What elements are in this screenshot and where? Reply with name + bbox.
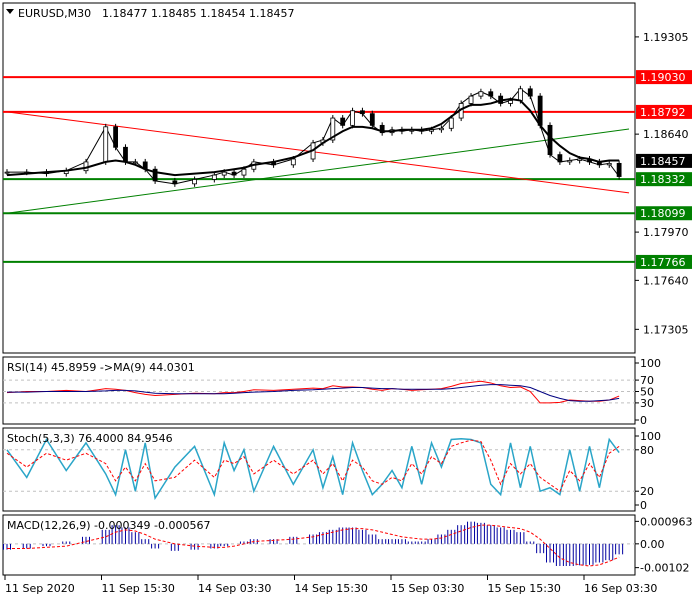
trendline-1 [6,111,630,194]
level-tag-label-4: 1.17766 [640,256,686,269]
rsi-line [6,380,620,404]
levels-layer: 1.19030 1.18792 1.18332 1.18099 1.17766 [3,70,692,269]
candle-body [547,124,553,156]
symbol-dropdown-icon[interactable] [6,9,14,14]
rsi-title: RSI(14) 45.8959 ->MA(9) 44.0301 [7,361,195,374]
candle-body [103,126,109,163]
rsi-ma-line [7,384,620,402]
level-tag-0 [636,70,692,85]
indicator-y-tick-label: 70 [640,374,654,387]
level-tag-label-0: 1.19030 [640,71,686,84]
macd-panel-frame [2,514,636,576]
rsi-layer [3,379,635,404]
candle-body [113,126,119,148]
candle-body [360,110,365,115]
time-x-tick-label: 14 Sep 15:30 [295,582,368,595]
candle-body [369,113,375,126]
level-tag-2 [636,172,692,187]
time-x-tick-label: 14 Sep 03:30 [198,582,271,595]
level-tag-3 [636,206,692,221]
candle-body [557,154,563,163]
axis-layer: 1.19305 1.18640 1.17970 1.17640 1.17305 11 Se… [4,31,693,595]
level-tag-label-3: 1.18099 [640,207,686,220]
time-x-tick-label: 15 Sep 15:30 [488,582,561,595]
candle-body [231,171,237,176]
candle-body [616,162,622,177]
indicator-y-tick-label: 0 [640,414,647,427]
candle-body [577,158,583,161]
candle-body [439,127,444,131]
level-tag-1 [636,104,692,119]
candle-body [429,129,434,132]
stoch-signal-line [6,439,620,492]
price-close-line [7,88,620,185]
level-tag-label-2: 1.18332 [640,173,686,186]
price-layer: 1.18457 [4,85,692,187]
indicator-y-tick-label: 100 [640,357,661,370]
price-y-tick-label: 1.18640 [643,128,689,141]
indicator-y-tick-label: 50 [640,386,654,399]
candle-body [4,171,10,174]
candle-body [567,160,573,163]
price-panel-frame [2,2,636,354]
price-y-tick-label: 1.17640 [643,274,689,287]
indicator-y-tick-label: 20 [640,485,654,498]
stoch-panel-frame [2,427,636,512]
candle-body [192,179,197,185]
macd-y-tick-label: 0.00 [640,538,665,551]
macd-title: MACD(12,26,9) -0.000349 -0.000567 [7,519,210,532]
price-y-tick-label: 1.19305 [643,31,689,44]
candle-body [478,91,484,97]
macd-layer [3,521,635,567]
level-tag-label-1: 1.18792 [640,106,686,119]
current-price-label: 1.18457 [640,155,686,168]
price-y-tick-label: 1.17970 [643,226,689,239]
candle-body [83,161,89,172]
stoch-title: Stoch(5,3,3) 76.4000 84.9546 [7,432,173,445]
candle-body [517,88,523,101]
symbol-label: EURUSD,M30 [18,7,91,20]
candle-body [488,91,494,97]
candle-body [508,100,513,104]
indicator-y-tick-label: 0 [640,499,647,512]
indicator-y-tick-label: 80 [640,444,654,457]
stoch-main-line [6,437,620,501]
candle-body [132,161,138,164]
candle-body [340,117,346,126]
indicator-y-tick-label: 100 [640,430,661,443]
moving-average-line [6,98,620,177]
trendline-0 [6,128,630,214]
macd-y-tick-label: 0.000963 [640,515,693,528]
price-y-tick-label: 1.17305 [643,323,689,336]
candle-body [606,162,612,166]
candle-body [379,124,385,134]
time-x-tick-label: 11 Sep 2020 [5,582,75,595]
time-x-tick-label: 15 Sep 03:30 [391,582,464,595]
level-tag-4 [636,254,692,269]
candle-body [211,174,217,180]
current-price-tag [636,153,692,168]
candle-body [350,110,355,126]
candle-body [172,180,178,185]
candle-body [448,117,454,129]
candle-body [221,171,227,176]
candle-body [330,117,336,141]
candle-body [123,146,128,163]
candle-body [527,88,533,97]
ohlc-readout: 1.18477 1.18485 1.18454 1.18457 [102,7,294,20]
macd-y-tick-label: -0.00102 [640,562,689,575]
candle-body [290,158,296,166]
stoch-layer [3,437,635,501]
candle-body [468,95,474,104]
indicator-y-tick-label: 30 [640,397,654,410]
candle-body [152,168,158,182]
candle-body [241,168,247,176]
candle-body [537,95,543,126]
time-x-tick-label: 11 Sep 15:30 [102,582,175,595]
macd-signal-line [7,524,620,567]
time-x-tick-label: 16 Sep 03:30 [584,582,657,595]
